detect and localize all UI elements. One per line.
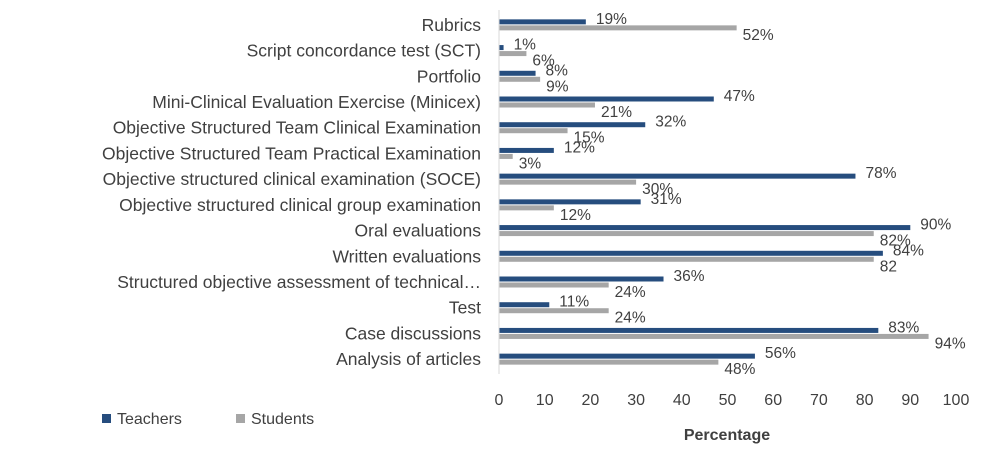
bar-students-test [499,308,609,314]
bar-students-written-evaluations [499,256,874,262]
bar-teachers-objective-structured-team-clinical-examination [499,122,646,128]
bar-students-rubrics [499,25,737,31]
bar-teachers-objective-structured-team-practical-examination [499,147,554,153]
value-label-teachers-portfolio: 8% [546,62,569,79]
value-label-students-portfolio: 9% [546,78,569,95]
value-label-teachers-objective-structured-clinical-group-examination: 31% [651,191,682,208]
value-label-teachers-objective-structured-team-clinical-examination: 32% [655,114,686,131]
value-label-students-analysis-of-articles: 48% [724,361,755,378]
bar-teachers-test [499,302,550,308]
value-label-teachers-structured-objective-assessment-of-technical: 36% [674,268,705,285]
x-tick-label-50: 50 [719,392,737,409]
category-label-analysis-of-articles: Analysis of articles [336,349,481,369]
value-label-students-objective-structured-clinical-group-examination: 12% [560,207,591,224]
category-label-oral-evaluations: Oral evaluations [355,221,482,241]
value-label-students-structured-objective-assessment-of-technical: 24% [615,284,646,301]
value-label-students-test: 24% [615,310,646,327]
category-labels: Rubrics Script concordance test (SCT) Port… [102,15,481,369]
value-label-teachers-objective-structured-team-practical-examination: 12% [564,139,595,156]
x-tick-label-70: 70 [810,392,828,409]
bar-teachers-oral-evaluations [499,225,911,231]
x-tick-label-80: 80 [856,392,874,409]
category-label-script-concordance-test-sct: Script concordance test (SCT) [247,41,481,61]
value-label-teachers-objective-structured-clinical-examination-soce: 78% [865,165,896,182]
bar-students-objective-structured-team-clinical-examination [499,128,568,134]
bar-teachers-objective-structured-clinical-group-examination [499,199,641,205]
x-tick-label-20: 20 [582,392,600,409]
category-label-case-discussions: Case discussions [345,323,481,343]
value-label-students-script-concordance-test-sct: 6% [532,53,555,70]
value-label-teachers-test: 11% [559,294,589,311]
bar-teachers-portfolio [499,70,536,76]
bars [499,19,929,365]
value-label-students-objective-structured-clinical-examination-soce: 30% [642,181,673,198]
x-tick-label-100: 100 [943,392,970,409]
value-label-teachers-mini-clinical-evaluation-exercise-minicex: 47% [724,88,755,105]
value-label-teachers-case-discussions: 83% [888,319,919,336]
value-label-teachers-oral-evaluations: 90% [920,217,951,234]
x-axis-title: Percentage [684,427,770,444]
category-label-test: Test [449,298,481,318]
x-tick-label-90: 90 [901,392,919,409]
value-label-teachers-written-evaluations: 84% [893,242,924,259]
value-label-students-objective-structured-team-clinical-examination: 15% [574,130,605,147]
legend-label-students: Students [251,411,314,428]
bar-students-objective-structured-clinical-examination-soce [499,179,637,185]
x-tick-label-0: 0 [495,392,504,409]
legend-swatch-students [236,414,245,423]
bar-students-objective-structured-team-practical-examination [499,153,513,159]
category-label-objective-structured-team-practical-examination: Objective Structured Team Practical Exam… [102,143,481,163]
value-label-students-objective-structured-team-practical-examination: 3% [519,155,542,172]
x-axis-ticks: 0 10 20 30 40 50 60 70 80 90 100 [495,392,970,409]
value-label-students-oral-evaluations: 82% [880,233,911,250]
category-label-objective-structured-clinical-group-examination: Objective structured clinical group exam… [119,195,481,215]
bar-students-mini-clinical-evaluation-exercise-minicex [499,102,595,108]
bar-teachers-structured-objective-assessment-of-technical [499,276,664,282]
category-label-objective-structured-team-clinical-examination: Objective Structured Team Clinical Exami… [113,118,481,138]
bar-teachers-case-discussions [499,327,879,333]
bar-students-oral-evaluations [499,231,874,237]
legend-label-teachers: Teachers [117,411,182,428]
category-label-portfolio: Portfolio [417,66,481,86]
value-label-students-written-evaluations: 82 [880,258,897,275]
x-tick-label-40: 40 [673,392,691,409]
value-label-students-mini-clinical-evaluation-exercise-minicex: 21% [601,104,632,121]
legend-swatch-teachers [102,414,111,423]
bar-teachers-script-concordance-test-sct [499,45,504,51]
bar-students-case-discussions [499,333,929,339]
bar-students-portfolio [499,76,541,82]
value-label-students-rubrics: 52% [743,27,774,44]
bar-teachers-objective-structured-clinical-examination-soce [499,173,856,179]
bar-teachers-mini-clinical-evaluation-exercise-minicex [499,96,714,102]
bar-students-objective-structured-clinical-group-examination [499,205,554,211]
bar-teachers-written-evaluations [499,250,883,256]
bar-students-analysis-of-articles [499,359,719,365]
category-label-structured-objective-assessment-of-technical: Structured objective assessment of techn… [117,272,481,292]
category-label-written-evaluations: Written evaluations [332,246,481,266]
bar-teachers-analysis-of-articles [499,353,755,359]
value-label-students-case-discussions: 94% [935,335,966,352]
value-label-teachers-analysis-of-articles: 56% [765,345,796,362]
value-label-teachers-rubrics: 19% [596,11,627,28]
x-tick-label-60: 60 [764,392,782,409]
bar-students-script-concordance-test-sct [499,51,527,57]
x-tick-label-10: 10 [536,392,554,409]
bar-teachers-rubrics [499,19,586,25]
legend: Teachers Students [102,411,314,428]
value-label-teachers-script-concordance-test-sct: 1% [514,37,537,54]
category-label-rubrics: Rubrics [422,15,482,35]
x-tick-label-30: 30 [627,392,645,409]
category-label-mini-clinical-evaluation-exercise-minicex: Mini-Clinical Evaluation Exercise (Minic… [152,92,481,112]
bar-students-structured-objective-assessment-of-technical [499,282,609,288]
value-labels: 19%52%1%6%8%9%47%21%32%15%12%3%78%30%31%… [514,11,966,378]
category-label-objective-structured-clinical-examination-soce: Objective structured clinical examinatio… [103,169,481,189]
